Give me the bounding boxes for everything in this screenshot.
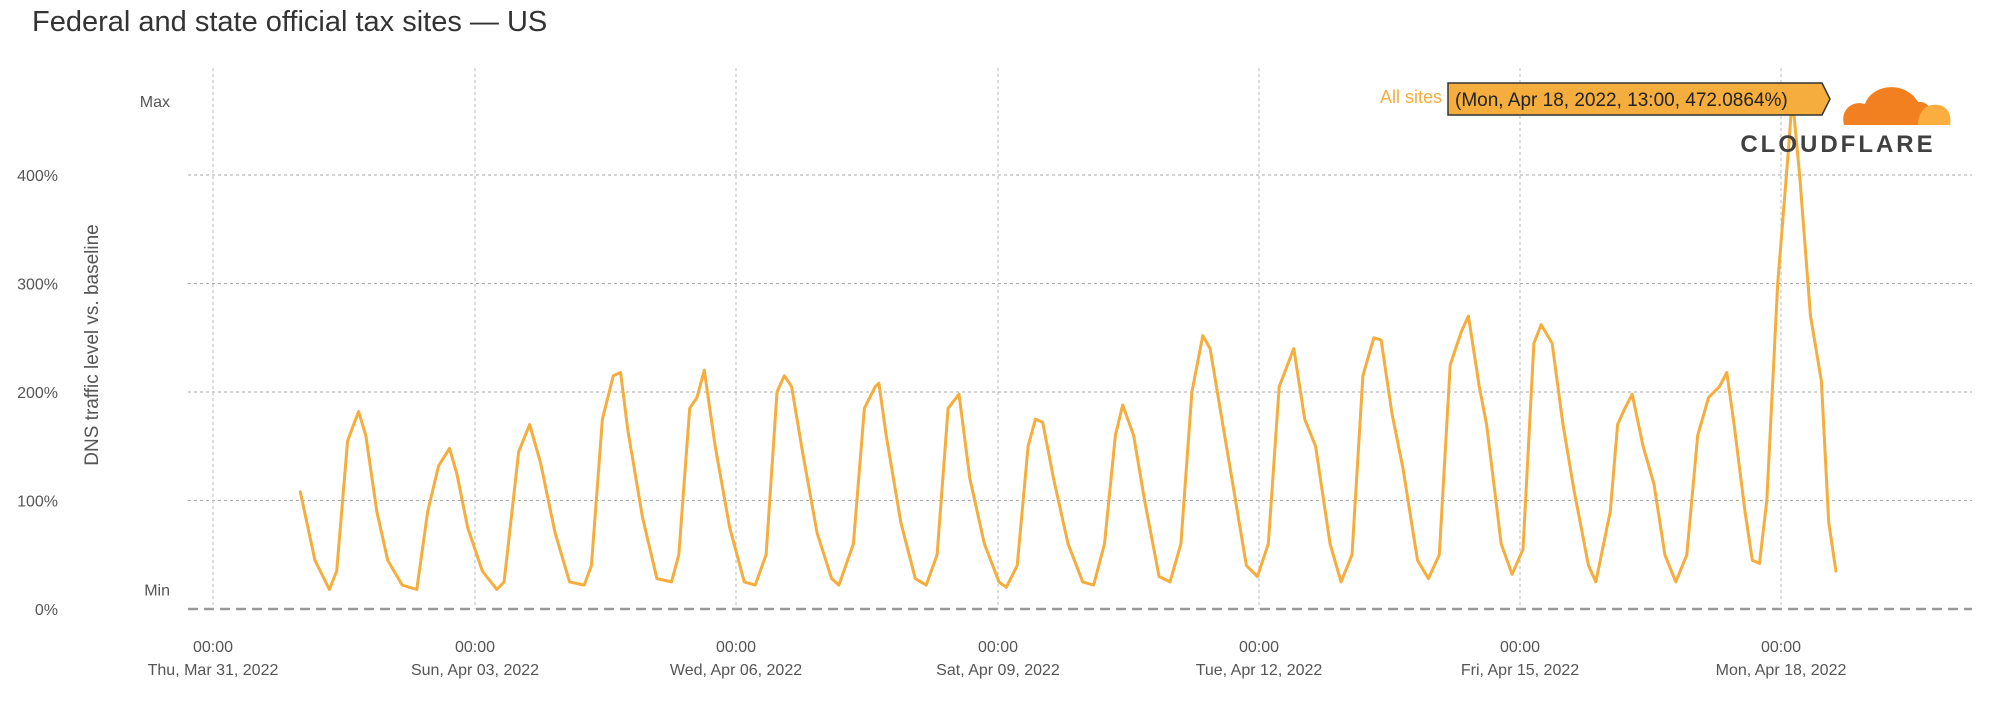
cloud-shape-main [1843, 87, 1933, 125]
x-tick-date: Mon, Apr 18, 2022 [1716, 662, 1847, 679]
x-tick-time: 00:00 [193, 639, 233, 656]
series-layer [298, 95, 1838, 591]
y-axis-title: DNS traffic level vs. baseline [82, 224, 103, 465]
x-tick-time: 00:00 [1239, 639, 1279, 656]
y-max-label: Max [140, 94, 170, 111]
legend-label: All sites [1380, 87, 1442, 107]
y-tick-label: 400% [17, 168, 58, 185]
cloud-icon [1843, 87, 1951, 125]
legend: All sites (Mon, Apr 18, 2022, 13:00, 472.… [1380, 82, 1831, 116]
chart-title: Federal and state official tax sites — U… [32, 6, 548, 38]
x-tick-time: 00:00 [1500, 639, 1540, 656]
y-tick-label: 100% [17, 494, 58, 511]
x-tick-date: Fri, Apr 15, 2022 [1461, 662, 1579, 679]
y-tick-label: 200% [17, 385, 58, 402]
cloudflare-wordmark: CLOUDFLARE [1740, 131, 1935, 158]
tooltip: (Mon, Apr 18, 2022, 13:00, 472.0864%) [1447, 82, 1831, 116]
axes: 0% 100% 200% 300% 400% Min Max 00:00 Thu, Mar 31… [17, 94, 1846, 679]
x-tick-time: 00:00 [716, 639, 756, 656]
tooltip-box [1447, 82, 1831, 116]
cloud-shape-secondary [1918, 104, 1951, 125]
tooltip-text: (Mon, Apr 18, 2022, 13:00, 472.0864%) [1455, 90, 1788, 111]
x-tick-time: 00:00 [455, 639, 495, 656]
y-tick-label: 0% [35, 602, 58, 619]
x-tick-date: Tue, Apr 12, 2022 [1196, 662, 1323, 679]
x-tick-date: Wed, Apr 06, 2022 [670, 662, 802, 679]
x-tick-date: Sat, Apr 09, 2022 [936, 662, 1060, 679]
grid-lines [188, 68, 1972, 611]
x-tick-time: 00:00 [1761, 639, 1801, 656]
cloudflare-logo: CLOUDFLARE [1740, 87, 1951, 158]
x-tick-time: 00:00 [978, 639, 1018, 656]
x-tick-date: Sun, Apr 03, 2022 [411, 662, 539, 679]
y-tick-label: 300% [17, 277, 58, 294]
y-min-label: Min [144, 582, 170, 599]
x-tick-date: Thu, Mar 31, 2022 [148, 662, 279, 679]
series-line-all-sites [298, 95, 1838, 591]
